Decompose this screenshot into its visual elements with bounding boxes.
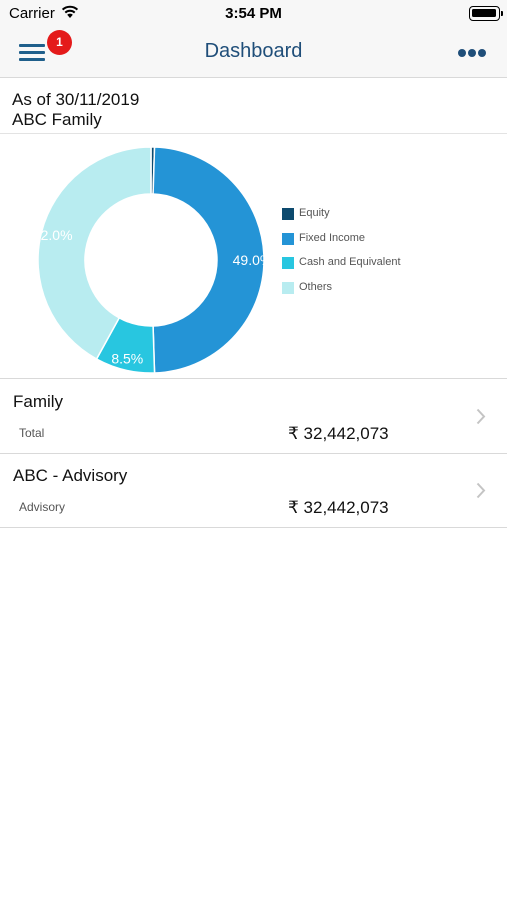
as-of-date: As of 30/11/2019: [12, 90, 140, 109]
summary-header: As of 30/11/2019 ABC Family: [0, 79, 507, 134]
chevron-right-icon: [476, 482, 486, 499]
account-title: Family: [13, 392, 64, 411]
nav-bar: 1 Dashboard: [0, 28, 507, 78]
account-subtitle: Advisory: [19, 500, 66, 514]
data-label: 42.0%: [33, 227, 73, 243]
account-card-family[interactable]: Family Total ₹ 32,442,073: [0, 380, 507, 454]
legend-label: Fixed Income: [299, 231, 366, 244]
legend-swatch: [282, 257, 294, 269]
status-bar: Carrier 3:54 PM: [0, 0, 507, 28]
family-name: ABC Family: [12, 110, 102, 129]
slice-fixed-income: [152, 146, 265, 374]
wifi-icon: [61, 5, 79, 18]
hamburger-menu-button[interactable]: [19, 40, 47, 64]
more-options-button[interactable]: [455, 48, 489, 58]
legend-label: Cash and Equivalent: [299, 256, 401, 268]
account-amount: ₹ 32,442,073: [288, 424, 389, 443]
legend-swatch: [282, 208, 294, 220]
clock: 3:54 PM: [225, 5, 282, 22]
account-card-advisory[interactable]: ABC - Advisory Advisory ₹ 32,442,073: [0, 454, 507, 528]
legend-label: Equity: [299, 207, 330, 219]
legend-swatch: [282, 232, 294, 245]
data-label: 8.5%: [111, 351, 143, 367]
legend-swatch: [282, 281, 294, 294]
data-label: 49.0%: [233, 252, 273, 268]
allocation-chart: 49.0% 8.5% 42.0% Equity Fixed Income Cash an…: [0, 135, 507, 379]
legend-label: Others: [299, 280, 333, 293]
account-title: ABC - Advisory: [13, 466, 128, 485]
page-title: Dashboard: [204, 40, 303, 62]
donut-chart: 49.0% 8.5% 42.0%: [33, 146, 273, 374]
account-amount: ₹ 32,442,073: [288, 498, 389, 517]
slice-others: [37, 146, 152, 361]
account-subtitle: Total: [19, 426, 45, 440]
carrier-label: Carrier: [9, 5, 55, 22]
chevron-right-icon: [476, 408, 486, 425]
notification-badge: 1: [47, 30, 72, 55]
battery-icon: [469, 6, 503, 21]
